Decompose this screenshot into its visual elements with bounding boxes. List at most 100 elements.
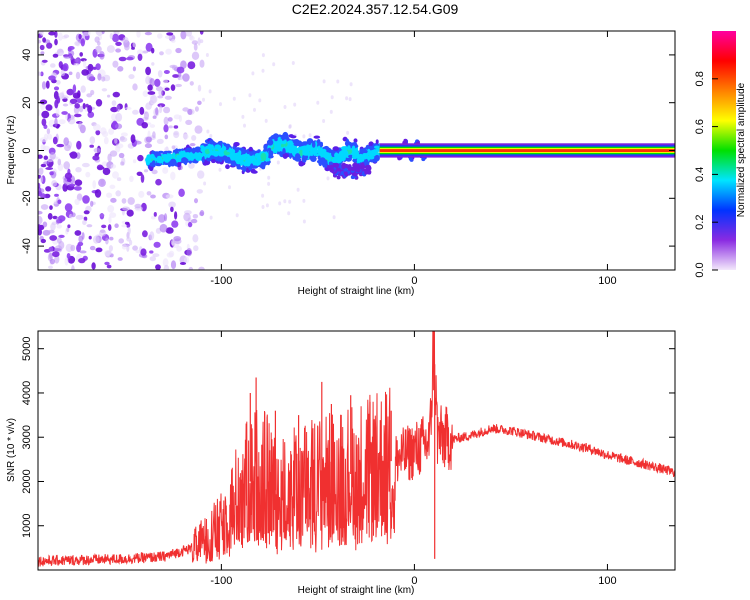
spectrogram-y-tick-label: -40 bbox=[21, 238, 33, 254]
spectrogram-noise-blob bbox=[150, 95, 158, 104]
spectrogram-noise-blob bbox=[72, 92, 81, 99]
spectrogram-noise-blob bbox=[106, 264, 112, 269]
spectrogram-signal-blob bbox=[288, 134, 294, 138]
spectrogram-noise-blob bbox=[152, 115, 157, 119]
spectrogram-noise-blob bbox=[121, 198, 127, 204]
spectrogram-stray-blob bbox=[251, 71, 255, 76]
spectrogram-noise-blob bbox=[87, 63, 94, 72]
spectrogram-noise-blob bbox=[109, 150, 118, 157]
spectrogram-noise-blob bbox=[157, 95, 164, 99]
spectrogram-noise-blob bbox=[156, 138, 164, 144]
spectrogram-noise-blob bbox=[41, 59, 48, 63]
snr-x-tick-label: 100 bbox=[598, 575, 616, 587]
spectrogram-noise-blob bbox=[197, 84, 202, 92]
spectrogram-noise-blob bbox=[155, 107, 159, 116]
spectrogram-signal-blob bbox=[204, 148, 210, 155]
spectrogram-clean-line bbox=[379, 149, 675, 152]
spectrogram-noise-blob bbox=[73, 186, 82, 191]
spectrogram-noise-blob bbox=[61, 111, 68, 115]
spectrogram-noise-blob bbox=[51, 180, 58, 187]
spectrogram-signal-blob bbox=[236, 165, 242, 170]
spectrogram-noise-blob bbox=[128, 74, 135, 80]
spectrogram-noise-blob bbox=[94, 36, 100, 43]
spectrogram-noise-blob bbox=[72, 84, 77, 93]
spectrogram-noise-blob bbox=[115, 190, 121, 197]
spectrogram-noise-blob bbox=[42, 221, 48, 228]
spectrogram-noise-blob bbox=[171, 220, 179, 228]
spectrogram-signal-blob bbox=[374, 145, 380, 149]
colorbar-tick-label: 0.0 bbox=[694, 262, 706, 277]
spectrogram-signal-blob bbox=[277, 146, 282, 152]
spectrogram-signal-blob bbox=[238, 154, 245, 161]
spectrogram-noise-blob bbox=[76, 140, 82, 150]
spectrogram-noise-blob bbox=[124, 43, 130, 51]
spectrogram-noise-blob bbox=[199, 39, 204, 44]
spectrogram-noise-blob bbox=[74, 198, 80, 205]
spectrogram-signal-blob bbox=[365, 166, 370, 171]
spectrogram-signal-blob bbox=[356, 168, 361, 173]
colorbar-label: Normalized spectral amplitude bbox=[736, 82, 747, 217]
spectrogram-noise-blob bbox=[104, 250, 112, 257]
spectrogram-noise-blob bbox=[114, 137, 118, 144]
spectrogram-stray-blob bbox=[209, 215, 213, 220]
spectrogram-noise-blob bbox=[121, 224, 128, 228]
spectrogram-signal-blob bbox=[211, 158, 216, 164]
spectrogram-noise-blob bbox=[80, 38, 86, 47]
spectrogram-signal-blob bbox=[233, 142, 240, 147]
spectrogram-noise-blob bbox=[150, 194, 156, 199]
spectrogram-noise-blob bbox=[170, 206, 174, 212]
spectrogram-noise-blob bbox=[182, 107, 190, 112]
spectrogram-noise-blob bbox=[79, 52, 83, 57]
spectrogram-signal-blob bbox=[170, 160, 177, 166]
spectrogram-noise-blob bbox=[103, 136, 109, 145]
spectrogram-stray-blob bbox=[308, 133, 312, 138]
spectrogram-noise-blob bbox=[185, 31, 192, 37]
spectrogram-noise-blob bbox=[186, 248, 192, 257]
spectrogram-y-tick-label: 20 bbox=[21, 97, 33, 109]
spectrogram-noise-blob bbox=[154, 78, 161, 87]
spectrogram-noise-blob bbox=[56, 224, 62, 229]
spectrogram-noise-blob bbox=[48, 31, 56, 36]
spectrogram-noise-blob bbox=[170, 260, 177, 270]
spectrogram-stray-blob bbox=[258, 98, 262, 103]
spectrogram-signal-blob bbox=[178, 157, 182, 162]
spectrogram-stray-blob bbox=[272, 62, 276, 67]
spectrogram-signal-blob bbox=[184, 152, 191, 157]
spectrogram-noise-blob bbox=[140, 174, 145, 183]
spectrogram-noise-blob bbox=[173, 132, 179, 136]
spectrogram-noise-blob bbox=[165, 48, 172, 55]
spectrogram-noise-blob bbox=[185, 119, 193, 125]
spectrogram-signal-blob bbox=[284, 153, 289, 158]
spectrogram-stray-blob bbox=[232, 96, 236, 101]
spectrogram-noise-blob bbox=[58, 234, 65, 238]
spectrogram-signal-blob bbox=[321, 148, 327, 154]
spectrogram-stray-blob bbox=[265, 203, 269, 208]
spectrogram-noise-blob bbox=[132, 83, 138, 91]
spectrogram-noise-blob bbox=[138, 190, 145, 198]
spectrogram-signal-blob bbox=[223, 156, 227, 160]
spectrogram-noise-blob bbox=[144, 143, 152, 149]
spectrogram-noise-blob bbox=[46, 42, 53, 49]
spectrogram-noise-blob bbox=[80, 85, 86, 93]
spectrogram-signal-blob bbox=[249, 151, 254, 156]
spectrogram-noise-blob bbox=[78, 121, 83, 130]
spectrogram-signal-blob bbox=[348, 154, 354, 159]
spectrogram-signal-blob bbox=[342, 147, 348, 151]
spectrogram-signal-blob bbox=[335, 163, 340, 168]
spectrogram-noise-blob bbox=[76, 244, 82, 253]
spectrogram-signal-blob bbox=[317, 155, 321, 160]
spectrogram-noise-blob bbox=[45, 186, 52, 192]
spectrogram-noise-blob bbox=[191, 218, 198, 224]
spectrogram-noise-blob bbox=[41, 81, 47, 90]
spectrogram-noise-blob bbox=[166, 32, 174, 36]
spectrogram-stray-blob bbox=[243, 123, 246, 128]
spectrogram-noise-blob bbox=[74, 179, 83, 186]
spectrogram-signal-blob bbox=[221, 146, 227, 151]
spectrogram-noise-blob bbox=[98, 178, 106, 187]
spectrogram-noise-blob bbox=[179, 262, 187, 265]
spectrogram-signal-blob bbox=[357, 157, 361, 164]
spectrogram-noise-blob bbox=[153, 212, 157, 217]
spectrogram-noise-blob bbox=[78, 105, 84, 113]
spectrogram-stray-blob bbox=[206, 129, 210, 134]
spectrogram-stray-blob bbox=[219, 102, 222, 107]
